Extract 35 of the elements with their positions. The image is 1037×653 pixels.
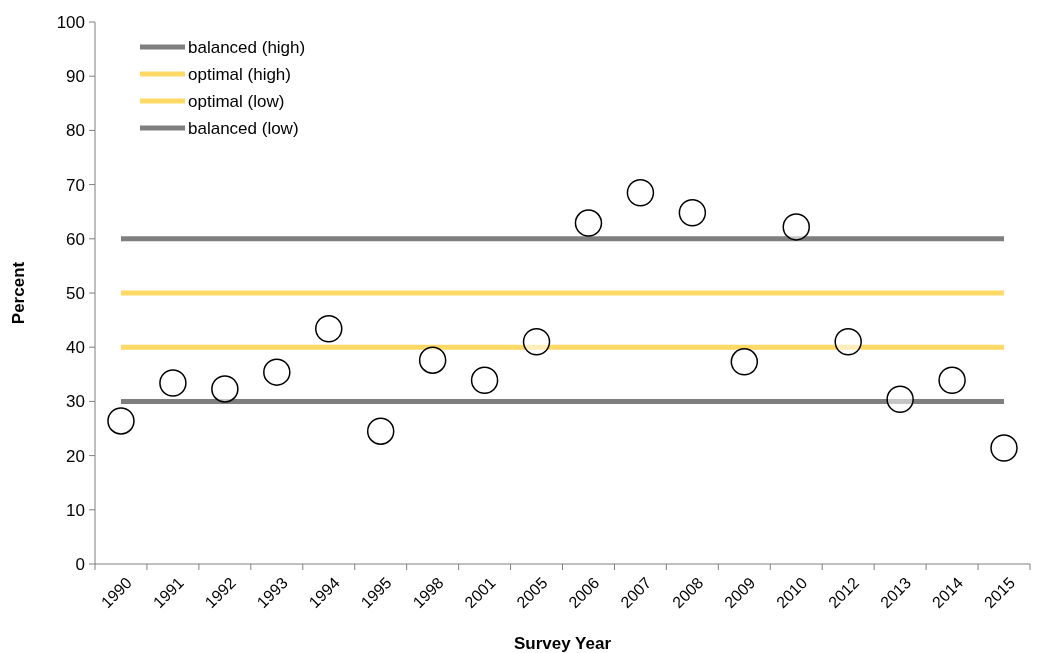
point [938,366,966,395]
point [574,209,603,237]
point [211,375,239,403]
legend-label: balanced (low) [188,118,299,138]
y-tick-label: 20 [66,446,85,466]
y-tick-label: 50 [66,283,85,303]
point [678,199,707,227]
point [834,328,862,356]
y-tick-label: 70 [66,175,85,195]
point [366,417,395,445]
y-tick-label: 60 [66,229,85,249]
y-tick-label: 80 [66,121,85,141]
legend-label: optimal (low) [188,91,285,111]
y-tick-label: 90 [66,67,85,87]
point [470,366,499,395]
point [730,348,759,376]
y-tick-label: 0 [75,554,85,574]
point [990,434,1018,462]
point [263,358,291,386]
x-axis-title: Survey Year [513,634,612,653]
point [107,407,135,435]
point [886,385,914,413]
point [159,369,187,397]
point [626,178,655,207]
y-tick-label: 10 [66,500,85,520]
y-tick-label: 40 [66,338,85,358]
point [782,213,810,241]
y-axis-title: Percent [9,261,28,325]
legend-label: optimal (high) [188,64,291,84]
y-tick-label: 100 [56,12,85,32]
point [315,315,343,343]
legend-label: balanced (high) [188,37,306,57]
point [418,346,447,374]
y-tick-label: 30 [66,392,85,412]
point [522,328,551,356]
